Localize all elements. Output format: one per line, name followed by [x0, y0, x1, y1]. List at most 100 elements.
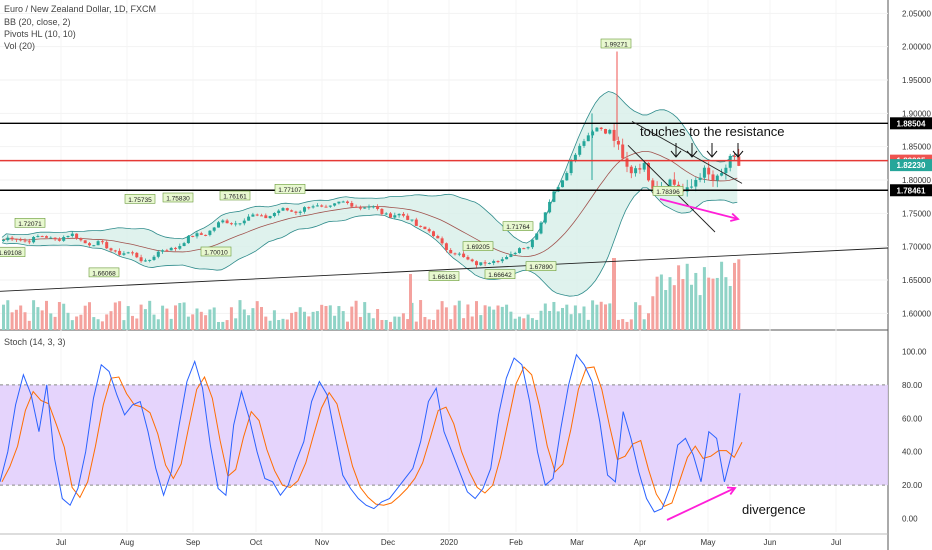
stoch-divergence-arrow-head [726, 486, 737, 495]
volume-bar [655, 276, 659, 330]
price-axis[interactable]: 2.05000 2.00000 1.95000 1.90000 1.85000 1.800… [902, 9, 931, 523]
candle-body [14, 238, 18, 240]
price-badge [890, 159, 932, 172]
candle-body [19, 239, 23, 241]
candle-body [152, 256, 156, 260]
volume-bar [604, 304, 607, 330]
candle-body [427, 229, 431, 232]
volume-bar [109, 311, 113, 330]
candle-body [363, 207, 367, 209]
volume-bar [406, 319, 410, 330]
volume-bar [161, 305, 165, 330]
volume-bar [247, 315, 251, 330]
trendline-support [0, 247, 889, 292]
candlesticks [2, 51, 741, 268]
indicator-vol-label[interactable]: Vol (20) [4, 41, 36, 51]
volume-bar [414, 321, 418, 330]
price-tick-label: 1.80000 [902, 176, 931, 185]
volume-bar [234, 318, 238, 330]
candle-body [647, 163, 650, 181]
candle-body [45, 236, 48, 238]
volume-bar [96, 319, 100, 330]
price-badge-label: 1.78461 [897, 186, 926, 195]
candle-body [62, 237, 66, 241]
volume-bar [685, 263, 689, 330]
candle-body [333, 203, 337, 206]
candle-body [96, 241, 100, 246]
stoch-divergence-arrow [666, 487, 736, 521]
candle-body [251, 214, 255, 217]
stoch-tick-label: 20.00 [902, 481, 923, 490]
symbol-title[interactable]: Euro / New Zealand Dollar, 1D, FXCM [4, 4, 157, 14]
candle-body [698, 177, 702, 180]
volume-bar [40, 310, 44, 330]
volume-bar [350, 306, 354, 330]
time-tick-label: Jun [764, 538, 777, 547]
candle-body [264, 215, 268, 219]
volume-bar [294, 311, 298, 330]
candle-body [694, 179, 698, 187]
volume-bar [513, 318, 517, 330]
candle-body [724, 167, 728, 174]
volume-bar [358, 316, 362, 330]
volume-bar [260, 307, 263, 330]
stoch-tick-label: 100.00 [902, 347, 927, 356]
candle-body [423, 226, 427, 230]
volume-bar [591, 300, 595, 330]
price-divergence-arrow-head [730, 212, 740, 222]
pivot-label-box [462, 241, 494, 251]
volume-bar [113, 302, 117, 330]
time-tick-label: Sep [186, 538, 201, 547]
candle-body [720, 173, 724, 176]
candle-body [174, 247, 177, 249]
candle-body [565, 173, 569, 181]
stoch-tick-label: 0.00 [902, 515, 918, 524]
price-tick-label: 1.70000 [902, 243, 931, 252]
candle-body [573, 154, 577, 161]
candle-body [66, 236, 70, 238]
indicator-bb-label[interactable]: BB (20, close, 2) [4, 17, 71, 27]
pivot-label-text: 1.75830 [166, 196, 190, 203]
stoch-tick-label: 40.00 [902, 448, 923, 457]
candle-body [711, 174, 715, 181]
volume-bar [496, 305, 500, 330]
volume-bar [118, 301, 122, 330]
volume-bar [376, 309, 380, 330]
volume-bar [664, 290, 668, 330]
candle-body [131, 252, 134, 254]
volume-bar [268, 320, 272, 330]
candle-body [518, 248, 521, 253]
volume-bar [487, 306, 491, 330]
volume-bar [492, 309, 496, 330]
volume-bar [561, 307, 564, 330]
candle-body [479, 262, 483, 266]
candle-body [401, 213, 405, 216]
volume-bar [186, 316, 190, 330]
volume-bar [62, 303, 66, 330]
indicator-pivots-label[interactable]: Pivots HL (10, 10) [4, 29, 76, 39]
volume-bar [651, 296, 655, 330]
time-tick-label: Aug [120, 538, 134, 547]
candle-body [290, 210, 294, 212]
volume-bar [677, 265, 681, 330]
candle-body [505, 256, 509, 260]
pivot-label-text: 1.67890 [529, 264, 553, 271]
price-tick-label: 1.75000 [902, 209, 931, 218]
time-tick-label: Jul [831, 538, 841, 547]
candle-body [221, 220, 225, 223]
volume-bar [526, 314, 530, 330]
volume-bar [303, 311, 306, 330]
volume-bar [251, 308, 255, 330]
candle-body [234, 223, 238, 225]
stoch-title[interactable]: Stoch (14, 3, 3) [4, 337, 66, 347]
volume-bar [367, 312, 371, 330]
arrow-down-icon [732, 150, 744, 158]
volume-bar [333, 315, 337, 330]
volume-bar [573, 305, 577, 330]
volume-bar [105, 314, 109, 330]
candle-body [397, 213, 401, 216]
time-axis[interactable]: Jul Aug Sep Oct Nov Dec 2020 Feb Mar Apr May Jun Jul [56, 538, 841, 547]
volume-bar [23, 312, 27, 330]
volume-bar [389, 321, 392, 330]
